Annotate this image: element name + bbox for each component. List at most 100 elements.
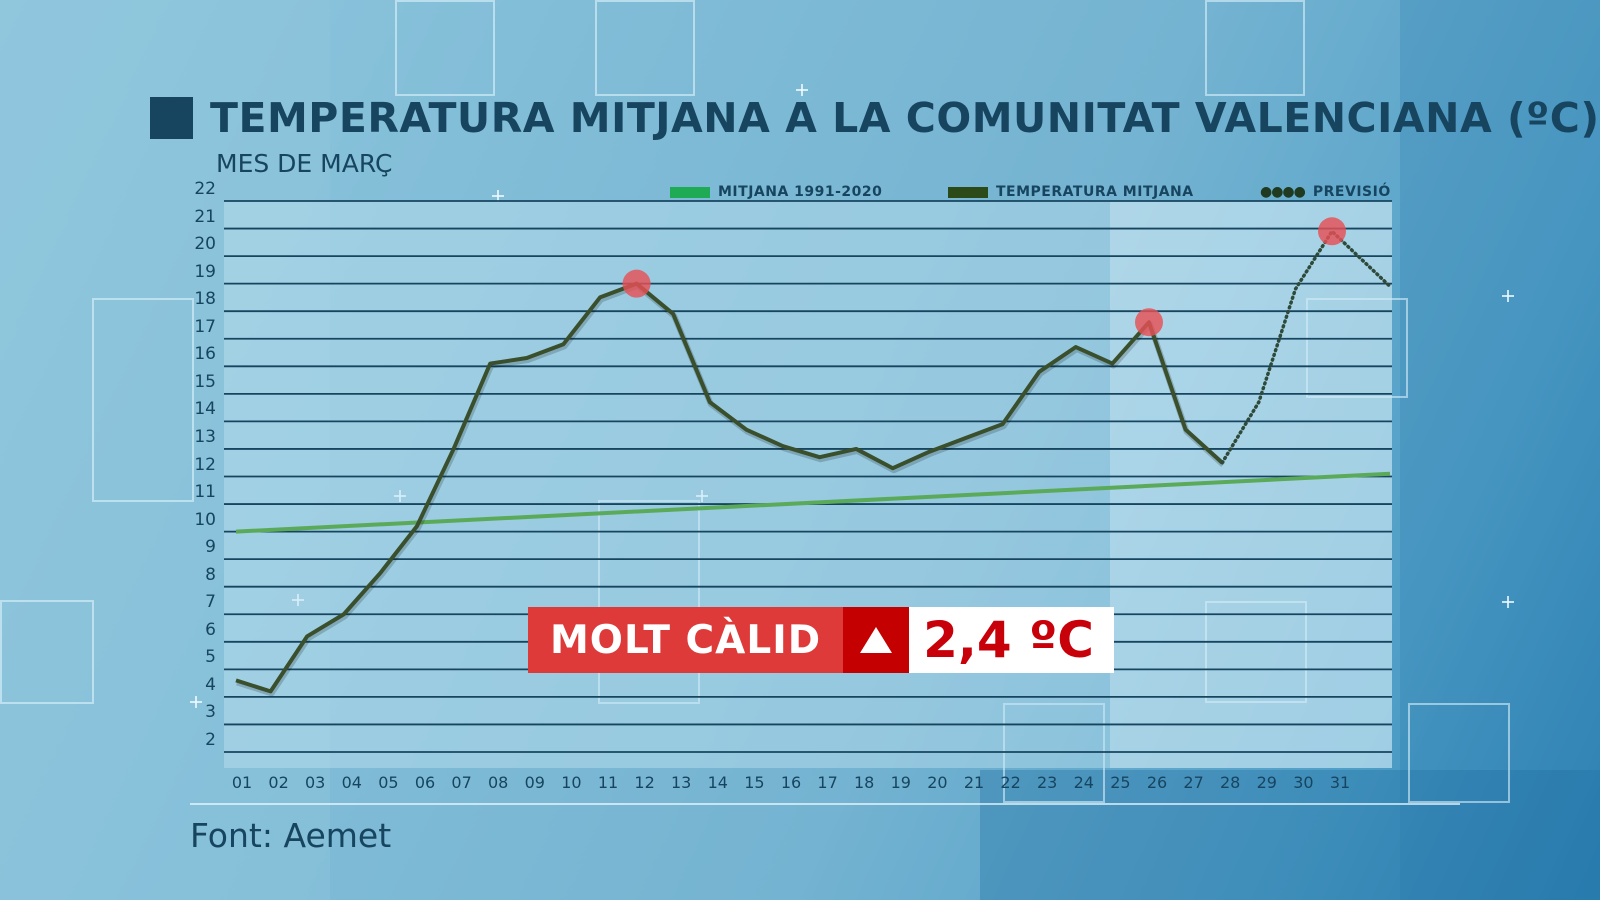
background-frame [1408,703,1510,803]
y-tick-label: 21 [194,206,216,227]
x-tick-label: 24 [1073,773,1094,792]
background-frame [598,500,700,704]
x-tick-label: 31 [1329,773,1351,792]
x-tick-label: 15 [744,773,765,792]
background-cross-icon [190,696,202,708]
y-tick-label: 8 [205,564,216,585]
legend-label: MITJANA 1991-2020 [718,184,883,200]
average-1991-2020-line [235,471,1391,534]
anomaly-arrow [843,607,910,673]
x-tick-label: 10 [561,773,582,792]
legend-swatch-average [670,186,710,198]
title-marker [150,97,193,139]
x-tick-label: 28 [1220,773,1241,792]
x-tick-label: 27 [1183,773,1204,792]
y-tick-label: 17 [194,316,216,337]
peak-marker [1135,308,1163,337]
peak-markers [622,217,1346,337]
background-panel-right [1400,0,1600,900]
y-tick-label: 20 [194,234,216,255]
x-tick-label: 22 [1000,773,1021,792]
x-tick-label: 03 [305,773,326,792]
background-frame [0,600,94,704]
y-tick-label: 10 [194,509,216,530]
y-tick-label: 6 [205,619,216,640]
background-rule [190,803,1460,805]
background-frame [1205,601,1307,703]
background-cross-icon [394,490,406,502]
x-tick-label: 19 [890,773,911,792]
legend-item-average: MITJANA 1991-2020 [670,184,882,200]
legend-swatch-temperature [948,186,988,198]
y-tick-label: 15 [194,371,216,392]
y-tick-label: 12 [194,454,216,475]
x-tick-label: 05 [378,773,399,792]
y-tick-label: 5 [205,647,216,668]
anomaly-badge: MOLT CÀLID 2,4 ºC [528,607,1114,673]
background-frame [92,298,194,502]
y-tick-label: 14 [194,399,216,420]
legend-item-temperature: TEMPERATURA MITJANA [948,184,1194,200]
chart-subtitle: MES DE MARÇ [216,149,393,178]
x-tick-label: 29 [1256,773,1277,792]
x-tick-label: 04 [341,773,362,792]
background-cross-icon [292,594,304,606]
y-tick-label: 4 [205,674,216,695]
legend-item-forecast: ●●●● PREVISIÓ [1260,184,1391,200]
background-cross-icon [1502,290,1514,302]
x-tick-label: 17 [817,773,838,792]
y-tick-label: 11 [194,482,216,503]
background-frame [595,0,695,96]
x-tick-label: 16 [780,773,802,792]
y-tick-label: 19 [194,261,216,282]
peak-marker [1318,217,1346,246]
background-cross-icon [492,190,504,202]
background-frame [1306,298,1408,398]
x-tick-label: 21 [963,773,985,792]
source-credit: Font: Aemet [190,816,392,855]
dotted-line-icon: ●●●● [1260,184,1306,200]
background-cross-icon [696,490,708,502]
x-tick-label: 09 [524,773,545,792]
x-tick-label: 13 [671,773,692,792]
y-tick-label: 18 [194,289,216,310]
x-tick-label: 30 [1293,773,1314,792]
triangle-up-icon [860,627,893,653]
legend-label: TEMPERATURA MITJANA [996,184,1194,200]
background-panel-bottom-right [980,770,1600,900]
x-tick-label: 18 [854,773,875,792]
x-tick-label: 12 [634,773,655,792]
y-tick-label: 9 [205,537,216,558]
x-tick-label: 23 [1037,773,1058,792]
peak-marker [622,269,651,298]
y-tick-label: 3 [205,702,216,723]
anomaly-value: 2,4 ºC [909,607,1114,673]
anomaly-label: MOLT CÀLID [528,607,844,673]
temperature-line [235,281,1224,694]
x-tick-label: 14 [707,773,728,792]
background-frame [1205,0,1305,96]
background-frame [395,0,495,96]
legend-label: PREVISIÓ [1312,184,1391,200]
x-tick-label: 01 [231,773,253,792]
x-tick-label: 20 [927,773,948,792]
x-tick-label: 07 [451,773,472,792]
y-tick-label: 22 [194,179,216,199]
y-tick-label: 2 [205,730,216,750]
x-tick-label: 02 [268,773,289,792]
background-panel-left [0,0,330,900]
x-tick-label: 06 [414,773,436,792]
y-tick-label: 7 [205,592,216,613]
background-frame [1003,703,1105,803]
x-tick-label: 25 [1110,773,1131,792]
x-tick-label: 26 [1146,773,1168,792]
background-cross-icon [796,84,808,96]
y-tick-label: 13 [194,426,216,447]
y-tick-label: 16 [194,344,216,365]
chart-title: TEMPERATURA MITJANA A LA COMUNITAT VALEN… [210,94,1600,142]
forecast-line [1220,228,1392,465]
background-cross-icon [1502,596,1514,608]
x-tick-label: 11 [597,773,619,792]
x-tick-label: 08 [488,773,509,792]
